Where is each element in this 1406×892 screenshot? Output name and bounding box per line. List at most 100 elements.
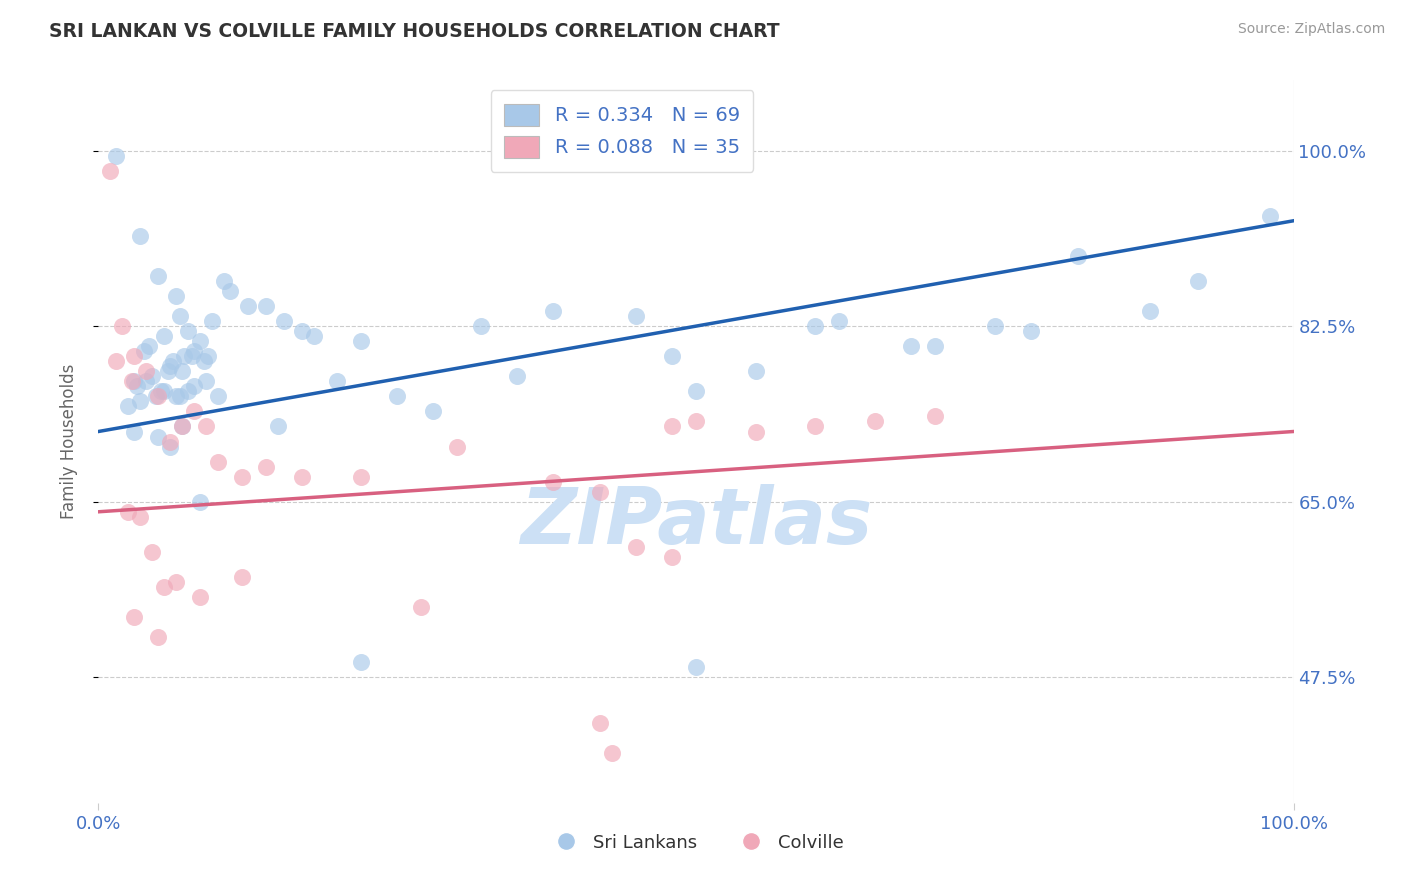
- Point: [865, 414, 887, 428]
- Point: [145, 389, 167, 403]
- Point: [207, 389, 229, 403]
- Point: [350, 334, 373, 349]
- Point: [602, 746, 624, 760]
- Point: [254, 299, 277, 313]
- Point: [153, 384, 176, 399]
- Point: [124, 425, 146, 439]
- Point: [188, 334, 211, 349]
- Point: [169, 309, 191, 323]
- Point: [924, 409, 946, 424]
- Point: [177, 324, 200, 338]
- Point: [141, 545, 163, 559]
- Point: [153, 329, 176, 343]
- Point: [169, 389, 191, 403]
- Point: [188, 590, 211, 604]
- Point: [195, 375, 218, 389]
- Point: [302, 329, 325, 343]
- Point: [350, 655, 373, 669]
- Point: [105, 354, 128, 368]
- Point: [804, 419, 827, 434]
- Point: [177, 384, 200, 399]
- Point: [159, 440, 181, 454]
- Point: [159, 434, 181, 449]
- Point: [98, 163, 122, 178]
- Point: [117, 505, 139, 519]
- Point: [291, 324, 314, 338]
- Point: [165, 389, 187, 403]
- Point: [156, 364, 179, 378]
- Point: [105, 148, 128, 162]
- Point: [124, 610, 146, 624]
- Point: [385, 389, 409, 403]
- Text: Source: ZipAtlas.com: Source: ZipAtlas.com: [1237, 22, 1385, 37]
- Point: [828, 314, 851, 328]
- Point: [188, 494, 211, 508]
- Point: [626, 540, 648, 554]
- Point: [165, 289, 187, 303]
- Point: [236, 299, 259, 313]
- Point: [685, 384, 707, 399]
- Point: [193, 354, 215, 368]
- Point: [231, 469, 253, 483]
- Point: [745, 364, 768, 378]
- Point: [541, 304, 564, 318]
- Point: [589, 715, 612, 730]
- Point: [254, 459, 277, 474]
- Point: [148, 389, 170, 403]
- Point: [541, 475, 564, 489]
- Point: [183, 379, 205, 393]
- Point: [111, 319, 134, 334]
- Point: [1139, 304, 1161, 318]
- Point: [212, 274, 235, 288]
- Point: [125, 379, 148, 393]
- Point: [148, 429, 170, 443]
- Point: [129, 509, 152, 524]
- Point: [267, 419, 290, 434]
- Point: [219, 284, 242, 298]
- Point: [162, 354, 184, 368]
- Text: SRI LANKAN VS COLVILLE FAMILY HOUSEHOLDS CORRELATION CHART: SRI LANKAN VS COLVILLE FAMILY HOUSEHOLDS…: [49, 22, 780, 41]
- Point: [148, 630, 170, 644]
- Point: [589, 484, 612, 499]
- Point: [1258, 209, 1281, 223]
- Point: [273, 314, 295, 328]
- Point: [165, 575, 187, 590]
- Point: [446, 440, 468, 454]
- Y-axis label: Family Households: Family Households: [59, 364, 77, 519]
- Point: [231, 570, 253, 584]
- Point: [183, 404, 205, 418]
- Point: [924, 339, 946, 353]
- Point: [132, 344, 155, 359]
- Point: [135, 375, 157, 389]
- Point: [685, 660, 707, 674]
- Text: ZIPatlas: ZIPatlas: [520, 483, 872, 560]
- Point: [124, 349, 146, 363]
- Legend: Sri Lankans, Colville: Sri Lankans, Colville: [541, 826, 851, 859]
- Point: [411, 600, 433, 615]
- Point: [159, 359, 181, 374]
- Point: [183, 344, 205, 359]
- Point: [141, 369, 163, 384]
- Point: [661, 549, 683, 564]
- Point: [470, 319, 492, 334]
- Point: [121, 375, 143, 389]
- Point: [661, 349, 683, 363]
- Point: [661, 419, 683, 434]
- Point: [1019, 324, 1042, 338]
- Point: [984, 319, 1007, 334]
- Point: [172, 419, 194, 434]
- Point: [1187, 274, 1209, 288]
- Point: [197, 349, 219, 363]
- Point: [135, 364, 157, 378]
- Point: [138, 339, 160, 353]
- Point: [1067, 249, 1090, 263]
- Point: [148, 268, 170, 283]
- Point: [195, 419, 218, 434]
- Point: [207, 455, 229, 469]
- Point: [149, 384, 172, 399]
- Point: [180, 349, 202, 363]
- Point: [745, 425, 768, 439]
- Point: [153, 580, 176, 594]
- Point: [900, 339, 922, 353]
- Point: [172, 419, 194, 434]
